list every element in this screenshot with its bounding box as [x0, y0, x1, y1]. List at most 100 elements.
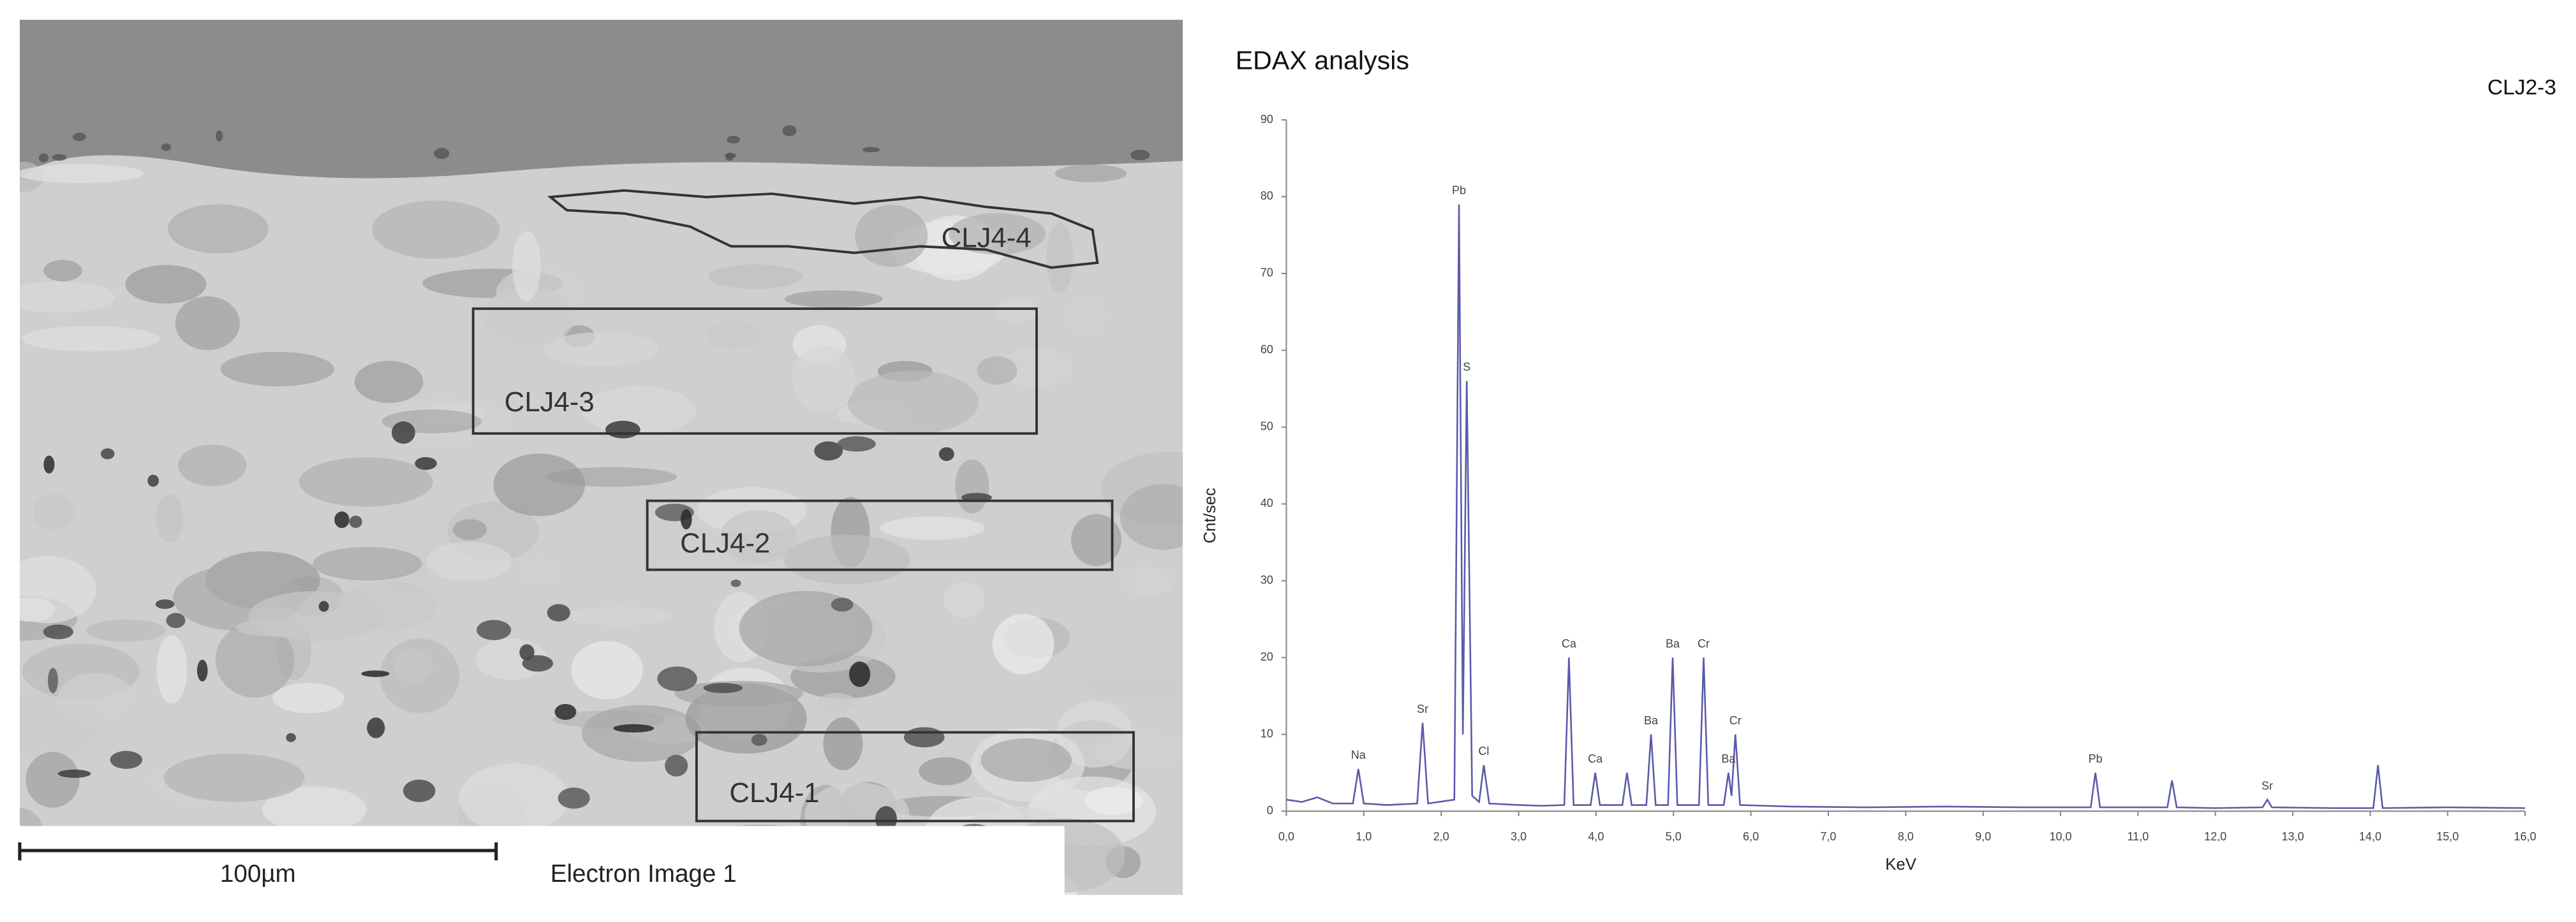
- sem-texture: [977, 356, 1018, 385]
- sem-particle: [903, 727, 945, 748]
- sem-texture: [19, 164, 144, 184]
- region-outline: [471, 307, 1038, 435]
- region-labels: CLJ4-4 CLJ4-3 CLJ4-2 CLJ4-1: [505, 223, 1032, 809]
- sem-particle: [558, 787, 590, 809]
- region-outline: [547, 189, 1099, 269]
- sem-particle: [522, 655, 554, 672]
- sem-texture: [848, 370, 979, 434]
- sem-particle: [605, 420, 640, 439]
- sem-texture: [788, 856, 894, 895]
- sem-texture: [582, 386, 696, 435]
- sem-texture: [955, 459, 989, 514]
- sem-texture: [33, 494, 76, 530]
- x-tick-label: 7,0: [1820, 830, 1836, 843]
- sem-particle: [730, 580, 741, 587]
- y-tick-label: 30: [1261, 574, 1273, 587]
- sem-particle: [367, 717, 385, 738]
- region-label: CLJ4-1: [729, 777, 819, 809]
- sem-texture: [818, 692, 856, 712]
- sem-texture: [372, 200, 500, 259]
- sem-texture: [22, 326, 160, 352]
- sem-texture: [262, 786, 367, 833]
- x-tick-label: 10,0: [2049, 830, 2071, 843]
- x-tick-label: 4,0: [1588, 830, 1604, 843]
- sem-edge-grain: [862, 147, 880, 152]
- peak-label: Ba: [1666, 637, 1680, 650]
- peak-label: Sr: [1417, 703, 1428, 715]
- sem-particle: [286, 733, 296, 742]
- sem-particle: [665, 754, 688, 777]
- sem-texture: [57, 673, 134, 722]
- sem-texture: [1003, 818, 1125, 893]
- x-tick-label: 2,0: [1433, 830, 1449, 843]
- sem-particle: [43, 455, 55, 474]
- sem-texture: [482, 286, 575, 348]
- y-tick-label: 0: [1267, 804, 1273, 817]
- sem-texture: [853, 847, 903, 878]
- scale-bar-label: 100µm: [220, 860, 296, 888]
- sem-particle: [403, 779, 436, 802]
- sem-particle: [349, 515, 362, 528]
- sem-particle: [334, 511, 350, 529]
- sem-texture: [86, 619, 166, 642]
- sem-edge-grain: [434, 147, 450, 159]
- x-tick-label: 11,0: [2128, 830, 2149, 843]
- sem-particle: [938, 447, 954, 461]
- image-caption: Electron Image 1: [551, 860, 737, 888]
- sem-texture: [1120, 483, 1183, 550]
- sem-texture: [944, 582, 985, 618]
- y-tick-label: 10: [1261, 727, 1273, 740]
- sem-texture: [1093, 732, 1183, 770]
- sem-texture: [426, 541, 512, 581]
- sem-particle: [47, 668, 59, 694]
- peak-label: S: [1463, 361, 1470, 374]
- sem-particle: [703, 683, 743, 693]
- sem-texture: [1055, 165, 1127, 182]
- sem-texture: [784, 290, 883, 308]
- sem-texture: [804, 831, 898, 894]
- sem-texture: [167, 204, 269, 254]
- y-tick-label: 50: [1261, 420, 1273, 433]
- region-outline: [695, 731, 1135, 823]
- sem-particle: [57, 769, 91, 778]
- x-tick-label: 3,0: [1511, 830, 1527, 843]
- sem-texture: [823, 717, 863, 770]
- sem-particle: [100, 448, 115, 460]
- sem-particle: [831, 597, 854, 612]
- peak-label: Ca: [1588, 752, 1603, 765]
- sem-particle: [318, 601, 329, 612]
- peak-label: Sr: [2261, 779, 2273, 792]
- sem-particle: [155, 599, 175, 610]
- sem-texture: [220, 351, 334, 386]
- chart-subtitle: CLJ2-3: [2487, 76, 2556, 99]
- sem-texture: [981, 738, 1072, 782]
- sem-particle: [196, 659, 208, 682]
- peak-label: Ca: [1562, 637, 1577, 650]
- sem-texture: [581, 705, 702, 762]
- sem-edge-grain: [215, 130, 223, 142]
- sem-texture: [272, 683, 344, 713]
- sem-texture: [543, 332, 659, 367]
- y-axis-label: Cnt/sec: [1201, 488, 1219, 543]
- y-tick-label: 60: [1261, 343, 1273, 356]
- sem-texture: [19, 556, 96, 624]
- sem-texture: [299, 457, 433, 507]
- x-tick-label: 5,0: [1666, 830, 1682, 843]
- sem-texture: [178, 444, 247, 487]
- sem-particle: [147, 474, 159, 487]
- sem-texture: [1086, 569, 1136, 601]
- sem-particle: [751, 734, 767, 746]
- sem-particle: [391, 421, 415, 444]
- sem-texture: [1070, 514, 1121, 566]
- sem-particle: [554, 703, 577, 720]
- x-tick-label: 9,0: [1975, 830, 1991, 843]
- sem-texture: [964, 868, 1079, 895]
- y-tick-label: 80: [1261, 189, 1273, 202]
- sem-edge-grain: [38, 153, 49, 163]
- sem-edge-grain: [1130, 149, 1150, 161]
- region-label: CLJ4-4: [942, 223, 1032, 254]
- peak-label: Cr: [1698, 637, 1710, 650]
- x-tick-label: 15,0: [2436, 830, 2459, 843]
- sem-texture: [354, 361, 424, 403]
